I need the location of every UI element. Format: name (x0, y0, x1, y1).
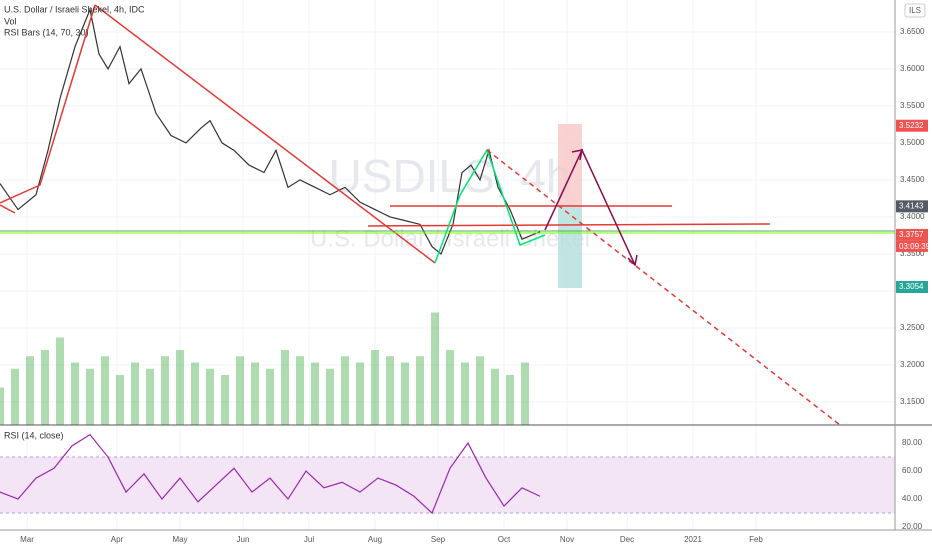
volume-bar (101, 356, 109, 425)
volume-bar (26, 356, 34, 425)
y-tick-label: 3.6500 (900, 27, 925, 36)
rsi-tick-label: 40.00 (902, 494, 923, 503)
volume-bar (386, 356, 394, 425)
volume-bar (326, 368, 334, 425)
volume (0, 312, 529, 425)
volume-bar (266, 368, 274, 425)
arrow-head (627, 254, 638, 267)
volume-bar (236, 356, 244, 425)
watermark-symbol: USDILS, 4h (329, 150, 572, 202)
grid (0, 0, 895, 530)
price-tag (896, 228, 928, 241)
trend-line (0, 4, 96, 204)
trend-line (94, 4, 436, 264)
volume-bar (131, 362, 139, 425)
price-tag (896, 119, 928, 132)
axes: Mar Apr May Jun Jul Aug Sep Oct Nov Dec 2021 Feb 3.6… (20, 27, 931, 544)
drawings (0, 4, 895, 426)
price-tag-label: 3.4143 (899, 201, 924, 210)
volume-bar (251, 362, 259, 425)
x-tick-label: Oct (498, 535, 511, 544)
watermark-name: U.S. Dollar / Israeli Shekel (310, 225, 590, 252)
rsi-line (0, 433, 541, 515)
volume-bar (431, 312, 439, 425)
x-tick-label: 2021 (684, 535, 702, 544)
y-tick-label: 3.4500 (900, 175, 925, 184)
series (0, 7, 541, 515)
symbol-title: U.S. Dollar / Israeli Shekel, 4h, IDC (4, 4, 145, 14)
volume-bar (416, 356, 424, 425)
x-tick-label: Nov (560, 535, 574, 544)
x-tick-label: Aug (368, 535, 382, 544)
currency-button[interactable] (904, 3, 926, 18)
y-tick-label: 3.1500 (900, 397, 925, 406)
y-tick-label: 3.6000 (900, 64, 925, 73)
volume-bar (11, 368, 19, 425)
volume-bar (476, 356, 484, 425)
level-line (367, 223, 771, 227)
volume-bar (521, 362, 529, 425)
x-tick-label: Jun (237, 535, 250, 544)
volume-bar (56, 337, 64, 425)
volume-bar (311, 362, 319, 425)
countdown-label: 03:09:39 (899, 242, 931, 251)
volume-bar (191, 362, 199, 425)
price-tag-label: 3.5232 (899, 121, 924, 130)
x-tick-label: Mar (20, 535, 34, 544)
volume-bar (116, 375, 124, 425)
y-tick-label: 3.5500 (900, 101, 925, 110)
price-tag (896, 280, 928, 293)
volume-bar (221, 375, 229, 425)
volume-bar (296, 356, 304, 425)
volume-bar (506, 375, 514, 425)
x-tick-label: Apr (111, 535, 124, 544)
volume-bar (176, 350, 184, 425)
volume-bar (161, 356, 169, 425)
volume-bar (146, 368, 154, 425)
volume-bar (356, 362, 364, 425)
x-tick-label: May (172, 535, 187, 544)
currency-label[interactable]: ILS (909, 6, 921, 15)
y-tick-label: 3.2500 (900, 323, 925, 332)
indicator-label: RSI Bars (14, 70, 30) (4, 27, 89, 37)
volume-bar (491, 368, 499, 425)
rsi-tick-label: 80.00 (902, 438, 923, 447)
y-tick-label: 3.4000 (900, 212, 925, 221)
price-tag-label: 3.3054 (899, 282, 924, 291)
volume-bar (341, 356, 349, 425)
trend-line (0, 204, 16, 214)
rsi-title: RSI (14, close) (4, 430, 64, 440)
x-tick-label: Dec (620, 535, 634, 544)
rsi-tick-label: 60.00 (902, 466, 923, 475)
volume-bar (446, 350, 454, 425)
volume-bar (71, 362, 79, 425)
x-tick-label: Jul (304, 535, 314, 544)
volume-bar (371, 350, 379, 425)
rsi-band (0, 457, 895, 514)
arrow-head (571, 149, 583, 161)
y-tick-label: 3.2000 (900, 360, 925, 369)
countdown-tag (896, 240, 928, 252)
x-tick-label: Feb (749, 535, 763, 544)
price-tag (896, 200, 928, 213)
volume-bar (206, 368, 214, 425)
price-line (0, 7, 541, 255)
volume-label: Vol (4, 16, 17, 26)
y-tick-label: 3.3500 (900, 249, 925, 258)
rsi-tick-label: 20.00 (902, 522, 923, 531)
price-tag-label: 3.3757 (899, 230, 924, 239)
volume-bar (86, 368, 94, 425)
y-tick-label: 3.5000 (900, 138, 925, 147)
volume-bar (0, 387, 4, 425)
dashed-trend (486, 149, 841, 426)
volume-bar (41, 350, 49, 425)
x-tick-label: Sep (431, 535, 446, 544)
volume-bar (401, 362, 409, 425)
volume-bar (461, 362, 469, 425)
target-zone (558, 207, 582, 288)
volume-bar (281, 350, 289, 425)
